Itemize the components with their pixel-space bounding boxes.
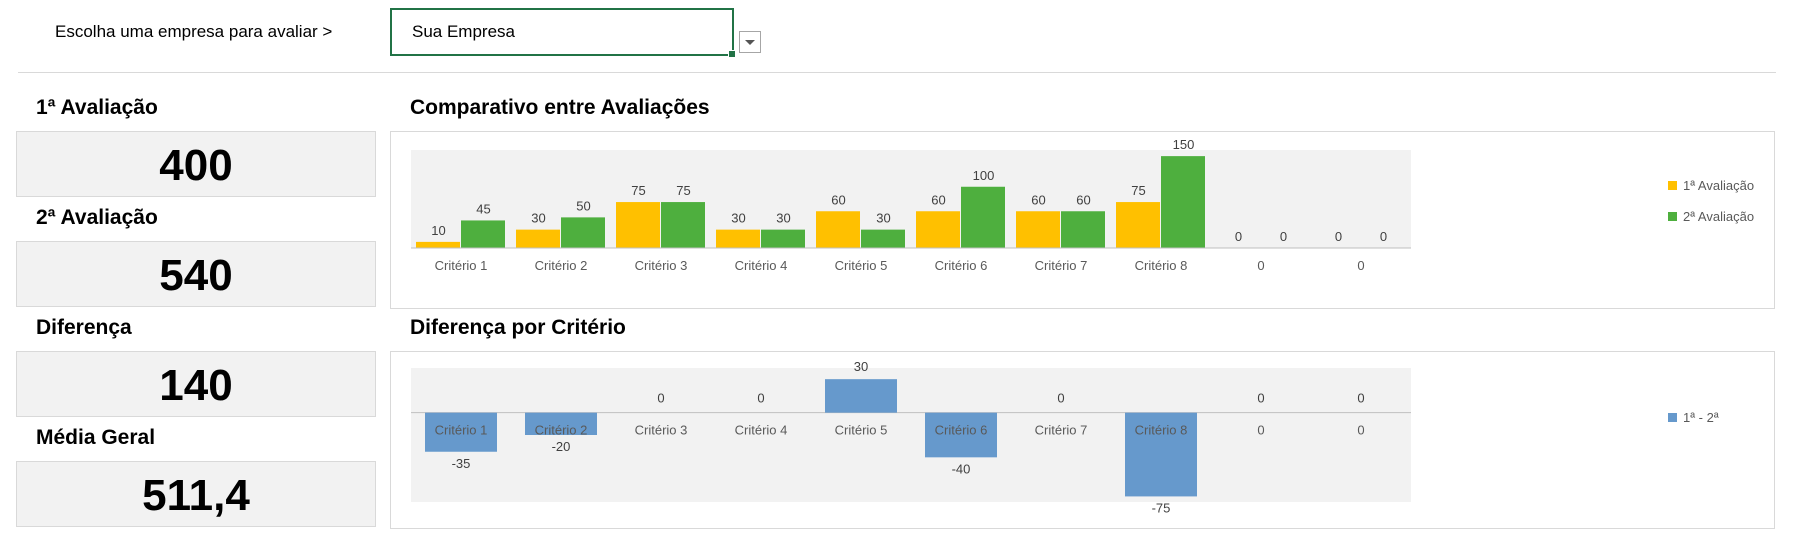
diff-category-label-9: 0 [1257, 423, 1264, 438]
bar-2-8 [1161, 156, 1205, 248]
data-label-2-6: 100 [973, 168, 995, 183]
bar-1-8 [1116, 202, 1160, 248]
data-label-1-6: 60 [931, 192, 945, 207]
category-label-8: Critério 8 [1135, 258, 1188, 273]
bar-1-5 [816, 211, 860, 248]
comparison-chart-frame[interactable]: 10 45 Critério 1 30 50 Critério 2 75 75 Critério… [390, 131, 1775, 309]
data-label-1-5: 60 [831, 192, 845, 207]
diff-category-label-2: Critério 2 [535, 423, 588, 438]
data-label-2-9: 0 [1280, 229, 1287, 244]
kpi-value-first-evaluation: 400 [16, 131, 376, 197]
category-label-5: Critério 5 [835, 258, 888, 273]
diff-data-label-5: 30 [854, 359, 868, 374]
company-select-value: Sua Empresa [412, 22, 515, 41]
diff-data-label-10: 0 [1357, 391, 1364, 406]
data-label-2-10: 0 [1380, 229, 1387, 244]
data-label-2-1: 45 [476, 201, 490, 216]
company-dropdown-button[interactable] [739, 31, 761, 53]
diff-category-label-3: Critério 3 [635, 423, 688, 438]
data-label-2-5: 30 [876, 211, 890, 226]
kpi-label-first-evaluation: 1ª Avaliação [36, 96, 158, 119]
data-label-2-4: 30 [776, 211, 790, 226]
legend-swatch-2 [1668, 212, 1677, 221]
company-select-cell[interactable]: Sua Empresa [390, 8, 736, 58]
diff-data-label-4: 0 [757, 391, 764, 406]
data-label-2-8: 150 [1173, 137, 1195, 152]
data-label-1-7: 60 [1031, 192, 1045, 207]
bar-2-4 [761, 229, 805, 248]
diff-data-label-2: -20 [552, 439, 571, 454]
diff-data-label-3: 0 [657, 391, 664, 406]
bar-2-3 [661, 202, 705, 248]
category-label-4: Critério 4 [735, 258, 788, 273]
kpi-label-difference: Diferença [36, 316, 132, 339]
diff-data-label-1: -35 [452, 456, 471, 471]
diff-category-label-1: Critério 1 [435, 423, 488, 438]
data-label-2-3: 75 [676, 183, 690, 198]
diff-category-label-7: Critério 7 [1035, 423, 1088, 438]
diff-category-label-6: Critério 6 [935, 423, 988, 438]
chevron-down-icon [745, 40, 755, 45]
diff-bar-1 [425, 412, 497, 452]
category-label-6: Critério 6 [935, 258, 988, 273]
legend-label-diff: 1ª - 2ª [1683, 410, 1719, 425]
header-divider [18, 72, 1776, 73]
legend-swatch-diff [1668, 413, 1677, 422]
diff-bar-6 [925, 412, 997, 458]
data-label-1-2: 30 [531, 211, 545, 226]
bar-2-5 [861, 229, 905, 248]
data-label-2-7: 60 [1076, 192, 1090, 207]
bar-2-2 [561, 217, 605, 248]
bar-1-1 [416, 241, 460, 248]
category-label-3: Critério 3 [635, 258, 688, 273]
comparison-chart-title: Comparativo entre Avaliações [410, 96, 710, 119]
company-select-prompt: Escolha uma empresa para avaliar > [55, 22, 333, 41]
diff-data-label-7: 0 [1057, 391, 1064, 406]
bar-1-6 [916, 211, 960, 248]
cell-fill-handle[interactable] [728, 50, 736, 58]
diff-data-label-8: -75 [1152, 500, 1171, 515]
bar-1-7 [1016, 211, 1060, 248]
difference-chart-title: Diferença por Critério [410, 316, 626, 339]
diff-category-label-5: Critério 5 [835, 423, 888, 438]
comparison-chart: 10 45 Critério 1 30 50 Critério 2 75 75 Critério… [411, 137, 1754, 273]
legend-label-1: 1ª Avaliação [1683, 178, 1754, 193]
diff-bar-8 [1125, 412, 1197, 497]
data-label-1-1: 10 [431, 223, 445, 238]
legend-label-2: 2ª Avaliação [1683, 209, 1754, 224]
bar-2-7 [1061, 211, 1105, 248]
diff-bar-5 [825, 379, 897, 413]
diff-category-label-8: Critério 8 [1135, 423, 1188, 438]
legend-swatch-1 [1668, 181, 1677, 190]
kpi-label-overall-average: Média Geral [36, 426, 156, 449]
bar-1-4 [716, 229, 760, 248]
category-label-10: 0 [1357, 258, 1364, 273]
difference-chart-frame[interactable]: -35 Critério 1 -20 Critério 2 0 Critério 3 0 Cr… [390, 351, 1775, 529]
kpi-value-difference: 140 [16, 351, 376, 417]
data-label-1-8: 75 [1131, 183, 1145, 198]
data-label-1-10: 0 [1335, 229, 1342, 244]
diff-category-label-10: 0 [1357, 423, 1364, 438]
data-label-1-9: 0 [1235, 229, 1242, 244]
kpi-value-overall-average: 511,4 [16, 461, 376, 527]
diff-category-label-4: Critério 4 [735, 423, 788, 438]
diff-data-label-6: -40 [952, 461, 971, 476]
category-label-2: Critério 2 [535, 258, 588, 273]
category-label-9: 0 [1257, 258, 1264, 273]
bar-1-3 [616, 202, 660, 248]
kpi-value-second-evaluation: 540 [16, 241, 376, 307]
bar-1-2 [516, 229, 560, 248]
category-label-7: Critério 7 [1035, 258, 1088, 273]
diff-data-label-9: 0 [1257, 391, 1264, 406]
data-label-2-2: 50 [576, 198, 590, 213]
data-label-1-3: 75 [631, 183, 645, 198]
kpi-label-second-evaluation: 2ª Avaliação [36, 206, 158, 229]
category-label-1: Critério 1 [435, 258, 488, 273]
diff-bar-2 [525, 412, 597, 435]
bar-2-6 [961, 186, 1005, 248]
data-label-1-4: 30 [731, 211, 745, 226]
bar-2-1 [461, 220, 505, 248]
